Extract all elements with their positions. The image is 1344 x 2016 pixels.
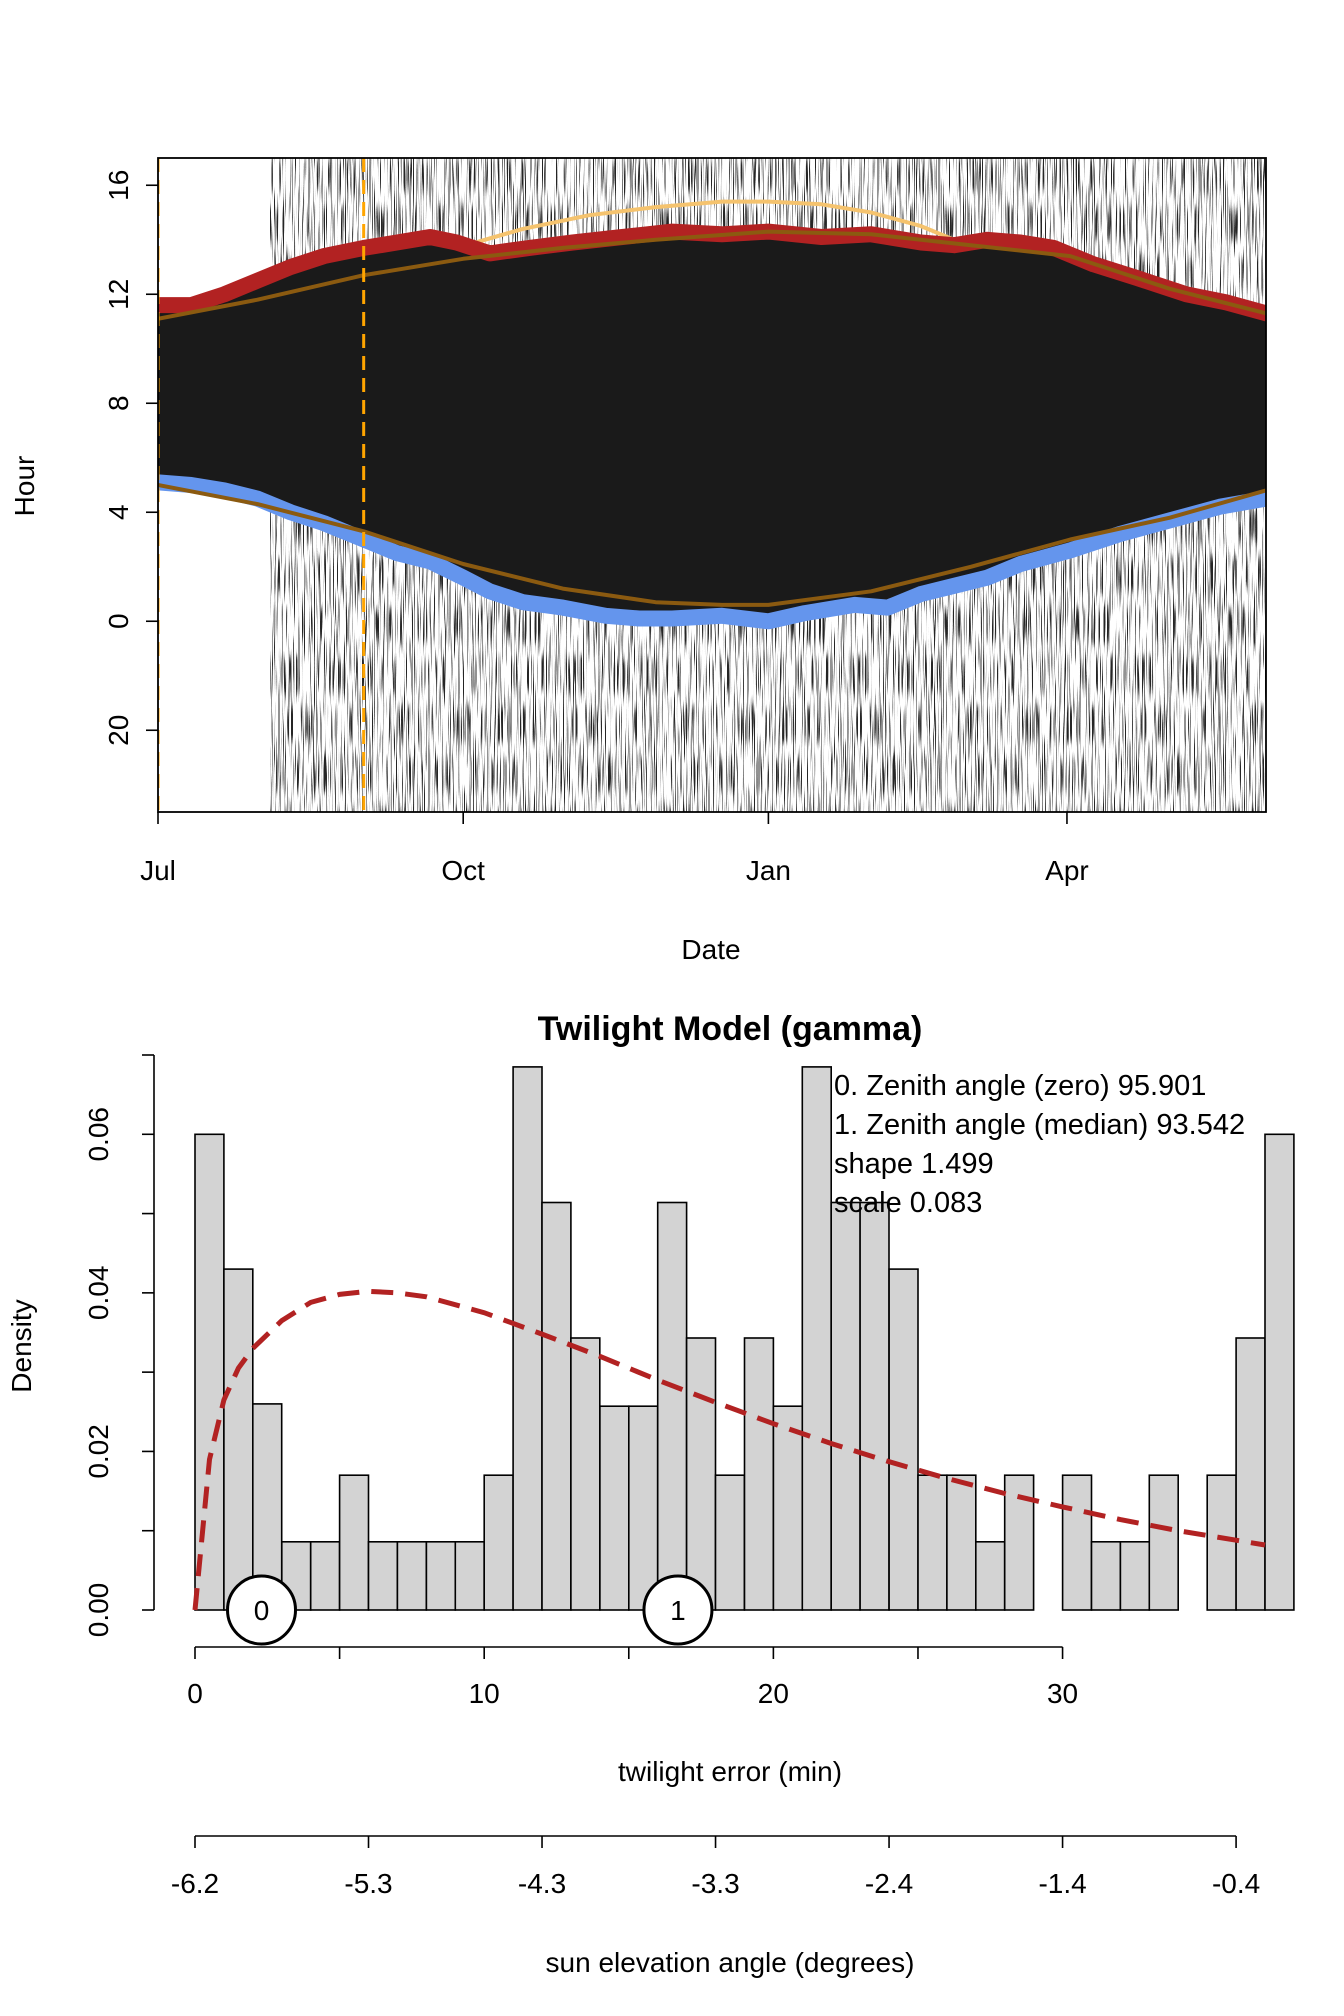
histogram-bar	[396, 1541, 428, 1611]
histogram-y-axis: 0.00 0.02 0.04 0.06	[83, 1054, 155, 1638]
histogram-bar	[1206, 1474, 1237, 1611]
histogram-bar	[1090, 1541, 1122, 1611]
sun-elevation-axis: -6.2 -5.3 -4.3 -3.3 -2.4 -1.4 -0.4	[171, 1835, 1260, 1899]
sun-elevation-tick-label: -3.3	[691, 1868, 739, 1899]
top-x-tick-label: Jul	[140, 855, 176, 886]
histogram-bar	[888, 1268, 919, 1611]
histogram-x-tick-label: 0	[187, 1678, 203, 1709]
model-annotations: 0. Zenith angle (zero) 95.901 1. Zenith a…	[834, 1070, 1245, 1219]
histogram-bar	[541, 1201, 572, 1611]
top-y-tick-label: 8	[103, 395, 134, 411]
top-y-tick-label: 0	[103, 613, 134, 629]
histogram-x-tick-label: 10	[469, 1678, 500, 1709]
annotation-line: shape 1.499	[834, 1148, 994, 1180]
histogram-bar	[656, 1201, 688, 1611]
density-curve	[192, 1288, 1266, 1611]
histogram-bar	[338, 1474, 370, 1611]
histogram-bar	[743, 1337, 775, 1611]
threshold-marker-label: 1	[670, 1595, 686, 1626]
histogram-y-tick-label: 0.02	[83, 1424, 114, 1479]
histogram-y-tick-label: 0.04	[83, 1266, 114, 1321]
histogram-bar	[917, 1474, 948, 1611]
histogram-y-tick-label: 0.00	[83, 1583, 114, 1638]
histogram-x-tick-label: 20	[758, 1678, 789, 1709]
histogram-bar	[570, 1337, 601, 1611]
histogram-bar	[946, 1474, 977, 1611]
actogram-plot-area	[158, 158, 1266, 812]
threshold-marker	[642, 1574, 714, 1646]
top-x-axis: Jul Oct Jan Apr	[140, 812, 1089, 886]
histogram-bar	[1148, 1474, 1180, 1611]
top-x-tick-label: Oct	[441, 855, 485, 886]
top-x-tick-label: Jan	[746, 855, 791, 886]
top-x-tick-label: Apr	[1045, 855, 1089, 886]
histogram-title: Twilight Model (gamma)	[538, 1010, 923, 1048]
histogram-bar	[714, 1474, 746, 1611]
top-y-tick-label: 16	[103, 170, 134, 201]
histogram-y-axis-title: Density	[6, 1299, 37, 1392]
histogram-bar	[1264, 1133, 1295, 1611]
histogram-x-axis-title: twilight error (min)	[618, 1756, 842, 1787]
top-y-axis: 16 12 8 4 0 20	[103, 170, 158, 746]
top-x-axis-title: Date	[681, 934, 740, 965]
top-y-tick-label: 12	[103, 279, 134, 310]
histogram-x-tick-label: 30	[1047, 1678, 1078, 1709]
histogram-bar	[483, 1474, 514, 1611]
dark-band	[158, 231, 1266, 622]
histogram-bar	[627, 1405, 659, 1611]
sun-elevation-tick-label: -5.3	[344, 1868, 392, 1899]
histogram-bar	[1119, 1541, 1151, 1611]
threshold-marker-label: 0	[254, 1595, 270, 1626]
threshold-marker	[226, 1574, 298, 1646]
histogram-bar	[1061, 1474, 1093, 1611]
sun-elevation-tick-label: -0.4	[1212, 1868, 1260, 1899]
histogram-bar	[859, 1201, 890, 1611]
model-sunset-line	[158, 229, 1266, 321]
top-y-tick-label: 20	[103, 715, 134, 746]
sun-elevation-axis-title: sun elevation angle (degrees)	[546, 1947, 915, 1978]
top-y-tick-label: 4	[103, 504, 134, 520]
annotation-line: 0. Zenith angle (zero) 95.901	[834, 1070, 1206, 1102]
histogram-bar	[194, 1133, 225, 1611]
histogram-bar	[685, 1337, 717, 1611]
annotation-line: 1. Zenith angle (median) 93.542	[834, 1109, 1245, 1141]
histogram-y-tick-label: 0.06	[83, 1107, 114, 1162]
histogram-bar	[425, 1541, 457, 1611]
actogram-plot: Jul Oct Jan Apr 16 12 8 4 0 20 Date Hour	[9, 157, 1267, 965]
sun-elevation-tick-label: -1.4	[1038, 1868, 1086, 1899]
sun-elevation-tick-label: -4.3	[518, 1868, 566, 1899]
histogram-bar	[801, 1066, 832, 1611]
histogram-bar	[223, 1268, 254, 1611]
histogram-bar	[599, 1405, 630, 1611]
sunset-line	[158, 223, 1266, 322]
sun-elevation-tick-label: -6.2	[171, 1868, 219, 1899]
histogram-bar	[772, 1405, 804, 1611]
histogram-bars	[194, 1066, 1295, 1611]
histogram-bar	[454, 1541, 485, 1611]
top-y-axis-title: Hour	[9, 456, 40, 517]
histogram-bar	[367, 1541, 399, 1611]
histogram-x-axis: 0 10 20 30	[187, 1646, 1078, 1709]
histogram-bar	[1235, 1337, 1266, 1611]
histogram-bar	[830, 1201, 861, 1611]
top-series-group	[158, 199, 1266, 630]
annotation-line: scale 0.083	[834, 1187, 982, 1219]
model-sunrise-line	[158, 483, 1266, 607]
histogram-bar	[309, 1541, 341, 1611]
histogram-bar	[512, 1066, 543, 1611]
model-sunset-light-line	[454, 199, 957, 250]
histogram-bar	[974, 1541, 1006, 1611]
top-plot-frame	[157, 157, 1267, 813]
sun-elevation-tick-label: -2.4	[865, 1868, 913, 1899]
